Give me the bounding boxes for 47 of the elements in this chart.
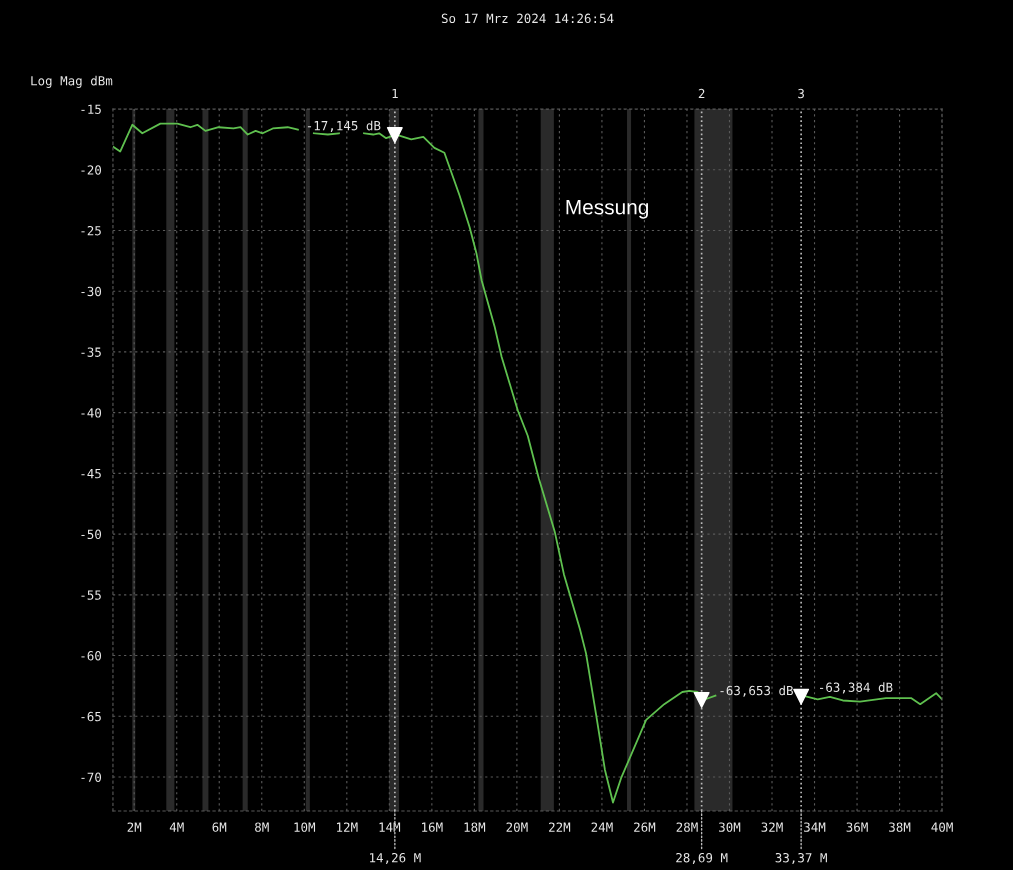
chart-title: So 17 Mrz 2024 14:26:54 [441,13,614,24]
x-tick-label: 10M [294,822,316,832]
x-tick-label: 8M [255,822,269,832]
x-tick-label: 16M [422,822,443,832]
x-tick-label: 2M [127,822,142,832]
x-tick-label: 14M [379,822,401,832]
point [386,127,403,144]
annotation: 1 [392,88,398,99]
x-tick-label: 20M [506,822,528,832]
x-tick-label: 34M [804,822,826,832]
y-tick-label: -45 [81,469,101,479]
annotation: -17,145 dB [307,120,381,132]
x-tick-label: 6M [212,822,227,832]
y-tick-label: -15 [81,104,101,114]
y-tick-label: -70 [81,772,102,782]
x-tick-label: 40M [931,822,953,832]
y-tick-label: -20 [81,165,102,175]
x-tick-label: 26M [634,822,656,832]
x-tick-label: 32M [761,822,783,832]
y-tick-label: -25 [81,225,101,236]
x-tick-label: 30M [719,822,741,832]
x-tick-label: 36M [846,822,868,832]
annotation: -63,384 dB [819,682,893,694]
y-tick-label: -55 [81,590,101,600]
point [793,688,810,705]
point [693,691,710,708]
y-tick-label: -60 [81,651,102,661]
x-tick-label: 38M [889,822,911,832]
y-tick-label: -35 [81,347,101,357]
y-axis-title: Log Mag dBm [31,75,113,88]
annotation: Messung [566,199,649,219]
x-tick-label: 28M [676,822,698,832]
x-tick-label: 18M [464,822,486,832]
annotation: 2 [698,88,705,99]
y-tick-label: -30 [81,286,102,297]
ref-line-label: 14,26 M [370,852,421,864]
ref-line-label: 33,37 M [775,852,827,864]
y-tick-label: -40 [81,408,102,418]
x-tick-label: 22M [549,822,571,832]
y-tick-label: -50 [81,529,102,540]
x-tick-label: 4M [169,822,184,832]
y-tick-label: -65 [81,711,101,722]
ref-line-label: 28,69 M [676,852,728,864]
annotation: 3 [798,88,804,99]
x-tick-label: 12M [337,822,358,832]
annotation: -63,653 dB [720,685,793,697]
x-tick-label: 24M [591,822,613,832]
